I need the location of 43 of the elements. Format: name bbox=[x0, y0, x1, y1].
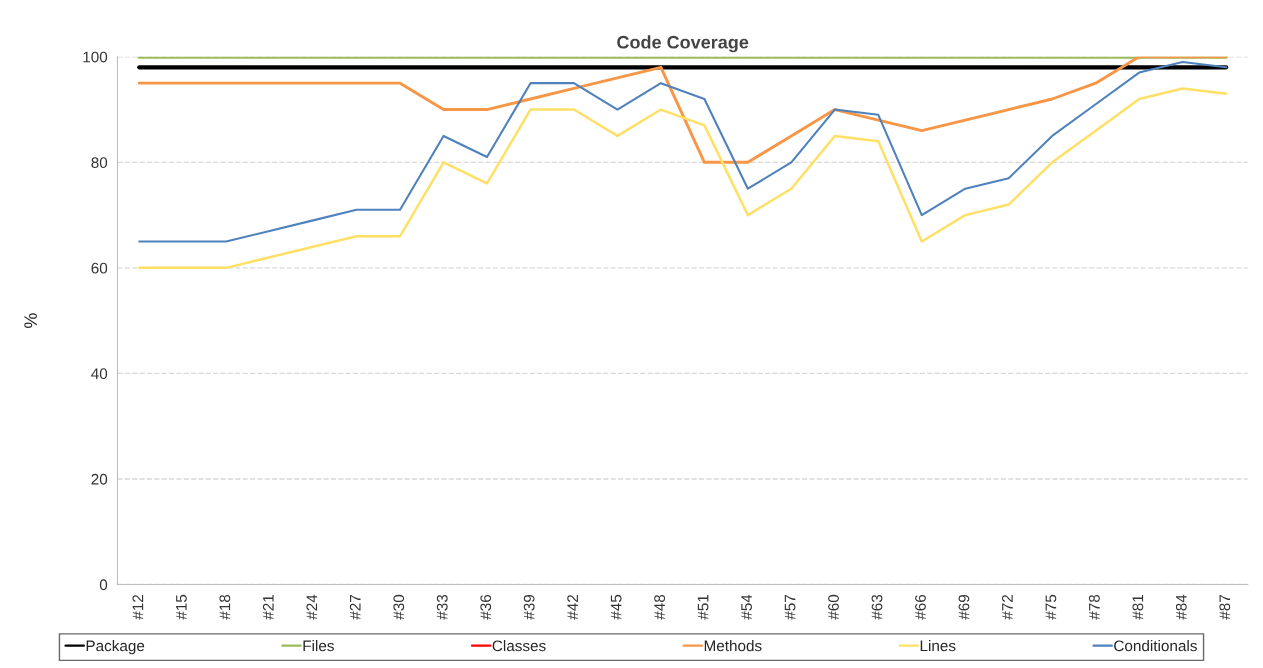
x-tick-label: #18 bbox=[219, 594, 231, 620]
x-tick-label: #81 bbox=[1132, 594, 1144, 620]
x-tick-label: #78 bbox=[1088, 594, 1100, 620]
x-tick-label: #63 bbox=[871, 594, 883, 620]
x-tick-label: #57 bbox=[784, 594, 796, 620]
y-tick-label: 0 bbox=[99, 579, 108, 591]
legend-label: Classes bbox=[492, 640, 546, 652]
x-tick-label: #75 bbox=[1045, 594, 1057, 620]
x-tick-label: #21 bbox=[262, 594, 274, 620]
x-tick-label: #69 bbox=[958, 594, 970, 620]
y-tick-label: 100 bbox=[83, 51, 108, 63]
x-tick-label: #87 bbox=[1219, 594, 1231, 620]
legend-label: Conditionals bbox=[1114, 640, 1197, 652]
line-series bbox=[137, 56, 1228, 164]
x-tick-label: #66 bbox=[915, 594, 926, 620]
y-axis-title: % bbox=[24, 313, 37, 329]
legend-label: Methods bbox=[704, 640, 762, 652]
y-tick-label: 80 bbox=[91, 157, 108, 169]
y-tick-label: 60 bbox=[91, 262, 108, 274]
x-tick-label: #39 bbox=[523, 594, 535, 620]
x-tick-label: #27 bbox=[349, 594, 361, 620]
x-tick-label: #24 bbox=[306, 594, 318, 620]
x-tick-label: #48 bbox=[654, 594, 666, 620]
x-tick-label: #72 bbox=[1002, 594, 1013, 620]
x-tick-label: #60 bbox=[828, 594, 839, 620]
x-tick-label: #45 bbox=[610, 594, 622, 620]
x-tick-label: #33 bbox=[436, 594, 448, 620]
line-series bbox=[137, 87, 1228, 270]
x-tick-label: #42 bbox=[567, 594, 578, 620]
x-tick-label: #54 bbox=[741, 594, 752, 620]
chart-title: Code Coverage bbox=[617, 35, 749, 53]
line-series bbox=[138, 61, 1228, 243]
legend-label: Files bbox=[303, 640, 334, 652]
legend-label: Lines bbox=[920, 640, 956, 652]
x-tick-label: #51 bbox=[697, 594, 709, 620]
y-tick-label: 40 bbox=[91, 368, 108, 380]
x-tick-label: #84 bbox=[1175, 594, 1187, 620]
x-tick-label: #15 bbox=[176, 594, 187, 620]
x-tick-label: #30 bbox=[393, 594, 405, 620]
y-tick-label: 20 bbox=[91, 473, 108, 485]
x-tick-label: #36 bbox=[480, 594, 492, 620]
legend-label: Package bbox=[86, 640, 145, 655]
x-tick-label: #12 bbox=[132, 594, 144, 620]
